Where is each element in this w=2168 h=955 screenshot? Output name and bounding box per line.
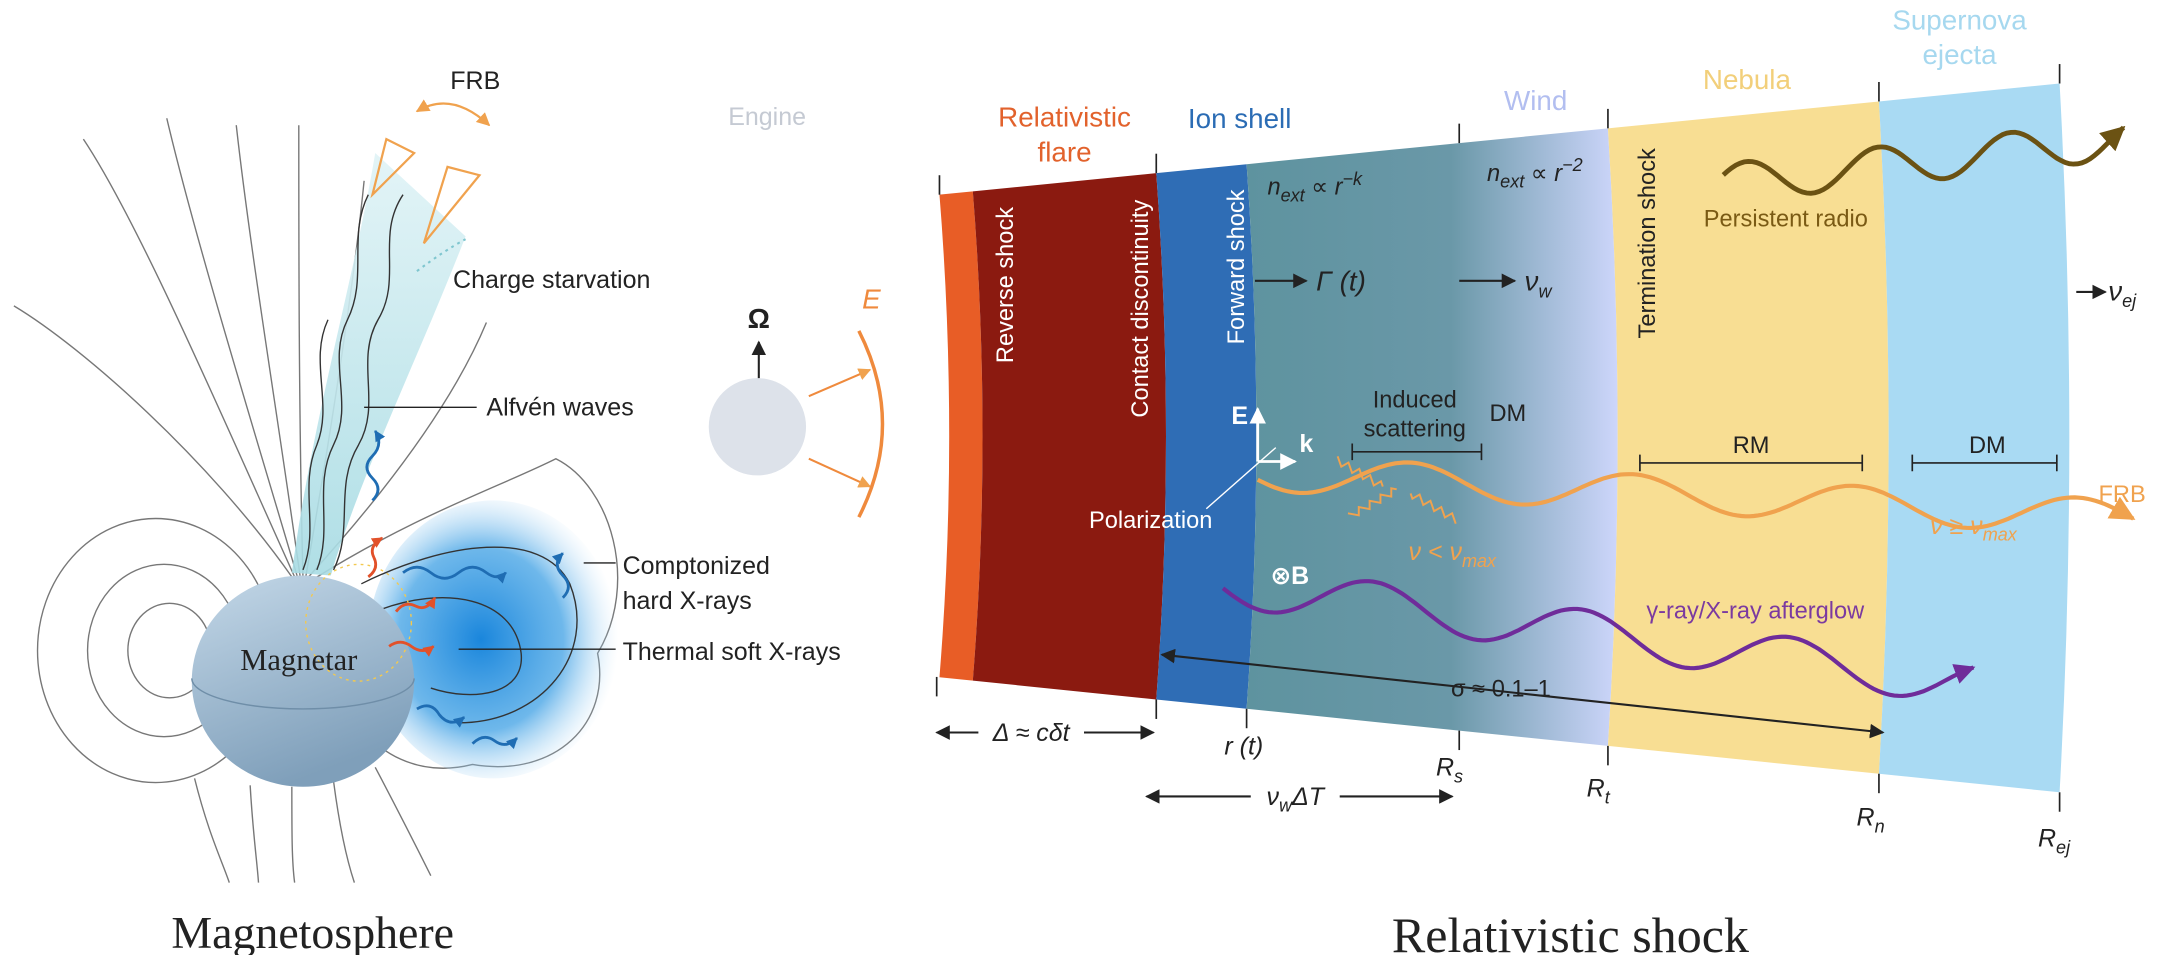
ejecta-velocity: νej [2108,275,2137,311]
radius-marker: Rn [1857,804,1885,837]
e-field-label: E [1231,402,1248,430]
freq-low: ν < νmax [1408,538,1497,571]
squiggle [1347,487,1397,517]
flare-width: Δ ≈ cδt [992,719,1071,747]
boundary-label: Termination shock [1635,148,1661,338]
wind-velocity: νw [1525,266,1553,302]
b-field-label: ⊗B [1270,562,1309,590]
freq-high: ν ≥ νmax [1930,512,2018,545]
magnetar-label: Magnetar [240,643,357,677]
sigma-label: σ ≈ 0.1–1 [1451,676,1551,702]
engine-label: Engine [728,103,806,131]
energy-front [857,330,885,518]
scattered-wave [1409,493,1457,525]
bracket [1351,443,1483,461]
emission-beam [291,152,466,576]
scattered-wave [1347,487,1397,517]
squiggle [1409,493,1457,525]
polarization-label: Polarization [1089,508,1212,534]
radio-wave [1721,125,2126,196]
delay-label: νwΔT [1266,783,1325,816]
afterglow-label: γ-ray/X-ray afterglow [1646,599,1865,625]
regions [939,83,2070,793]
region-label: flare [1038,136,1092,167]
region [1246,128,1618,746]
radius-marker: Rt [1587,774,1611,807]
frb-label: FRB [2099,482,2146,508]
charge-starvation-label: Charge starvation [453,266,650,294]
region [1607,101,1889,774]
bracket [1911,454,2058,472]
scattering-label: Induced [1373,387,1457,413]
squiggle [1336,455,1384,487]
leader-line [1205,447,1277,510]
soft-x-ray-arrows [367,536,437,657]
label-bg [1250,778,1340,815]
region-label: Wind [1504,85,1567,116]
alfven-waves [302,194,404,571]
region [972,173,1166,700]
density-wind: next ∝ r−2 [1487,155,1583,192]
alfven-label: Alfvén waves [486,394,633,422]
shock-panel: Relativistic flare Ion shell Wind Nebula… [935,4,2146,955]
dm-label: DM [1969,433,2006,459]
energy-arrow [808,368,872,398]
boundary-label: Contact discontinuity [1128,200,1154,418]
region-label: Supernova [1892,4,2027,35]
energy-arrow [808,457,872,488]
magnetar-sphere [191,575,415,787]
radius-label: r (t) [1224,733,1263,761]
radius-marker: Rej [2038,824,2071,857]
radius-marker: Rs [1436,754,1463,787]
boundary-ticks [935,64,2061,812]
frb-label: FRB [450,67,500,95]
boundary-label: Reverse shock [993,207,1019,363]
x-ray-glow [368,500,619,779]
bracket [1639,454,1864,472]
rm-label: RM [1733,433,1770,459]
equator [191,678,415,710]
frb-cones [370,99,491,245]
region-label: Nebula [1703,64,1792,95]
comptonized-label: hard X-rays [623,587,752,615]
region-label: Ion shell [1188,103,1291,134]
region-label: ejecta [1922,39,1997,70]
comptonized-label: Comptonized [623,552,770,580]
scattered-wave [1336,455,1384,487]
boundary-label: Forward shock [1224,189,1250,344]
panel-title: Magnetosphere [171,907,454,955]
radio-label: Persistent radio [1704,207,1868,233]
k-label: k [1299,430,1313,458]
hotspot [305,563,413,682]
density-ion: next ∝ r−k [1267,169,1363,206]
magnetosphere-panel: FRB Charge starvation Alfvén waves Compt… [13,67,841,955]
sigma-arrow [1160,648,1885,739]
hard-x-ray-arrows [365,429,570,750]
engine: Engine Ω E [708,103,885,518]
region-label: Relativistic [998,102,1131,133]
omega-label: Ω [748,303,770,334]
engine-core [708,378,807,476]
label-bg [978,714,1084,748]
lorentz-label: Γ (t) [1316,266,1366,297]
leader-lines [364,406,616,650]
frb-wave [1256,460,2136,531]
region [1156,164,1257,709]
thermal-label: Thermal soft X-rays [623,638,841,666]
energy-label: E [862,284,881,315]
panel-title: Relativistic shock [1392,907,1750,955]
scattering-label: scattering [1364,417,1466,443]
region [1878,83,2070,793]
region [939,191,983,681]
dm-label: DM [1490,401,1527,427]
